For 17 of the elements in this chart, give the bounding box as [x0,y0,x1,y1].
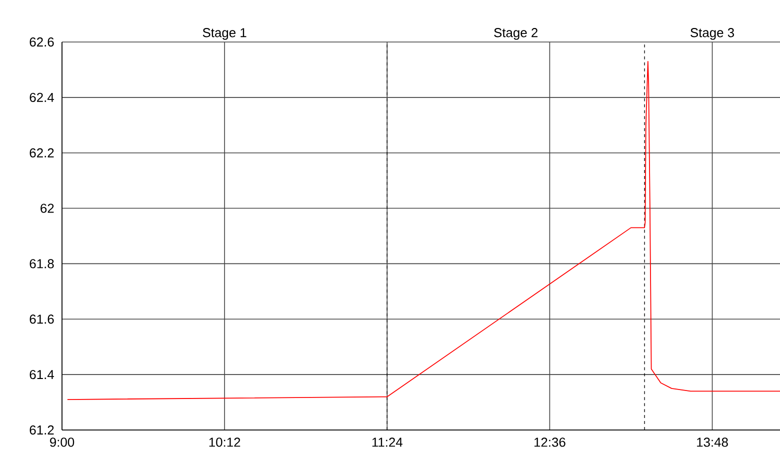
text: Stage 3 [690,28,734,40]
y-tick-label: 62.4 [30,92,54,102]
text: Stage 1 [202,28,246,40]
x-tick-label: 12:36 [534,438,566,447]
x-tick-label: 11:24 [372,438,402,447]
line-series [66,60,780,400]
y-tick-label: 62 [40,204,54,213]
y-tick-label: 61.2 [30,425,54,435]
y-tick-label: 62.6 [30,37,54,47]
x-tick-label: 10:12 [209,438,240,447]
y-tick-label: 62.2 [30,148,54,158]
x-tick-label: 9:00 [50,438,74,447]
x-tick-label: 13:48 [697,438,728,447]
y-tick-label: 61.6 [30,314,54,324]
y-tick-label: 61.4 [30,370,54,380]
text: Stage 2 [494,28,538,40]
y-tick-label: 61.8 [30,259,54,268]
